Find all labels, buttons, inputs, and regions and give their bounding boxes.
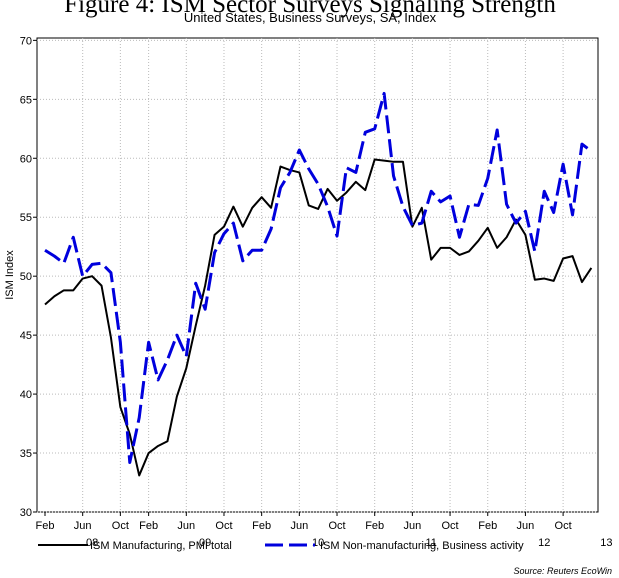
y-tick-label: 30 <box>20 507 32 519</box>
source: Source: Reuters EcoWin <box>514 566 612 576</box>
x-tick-label: Oct <box>215 520 232 532</box>
x-tick-label: Oct <box>441 520 458 532</box>
x-group-label: 12 <box>538 537 550 549</box>
x-tick-label: Feb <box>36 520 55 532</box>
y-tick-label: 60 <box>20 153 32 165</box>
chart-title: Figure 4: ISM Sector Surveys Signaling S… <box>64 0 556 18</box>
y-tick-label: 50 <box>20 271 32 283</box>
x-tick-label: Feb <box>478 520 497 532</box>
y-tick-label: 65 <box>20 94 32 106</box>
series-line <box>44 158 593 477</box>
x-tick-label: Jun <box>74 520 92 532</box>
x-tick-label: Jun <box>517 520 535 532</box>
x-group-label: 10 <box>312 537 324 549</box>
x-tick-label: Jun <box>290 520 308 532</box>
series-line <box>44 91 593 464</box>
chart-subtitle: United States, Business Surveys, SA, Ind… <box>184 10 437 25</box>
y-tick-label: 70 <box>20 35 32 47</box>
y-tick-label: 55 <box>20 212 32 224</box>
x-tick-label: Jun <box>404 520 422 532</box>
legend-label: ISM Manufacturing, PMI total <box>90 540 232 552</box>
legend-label: ISM Non-manufacturing, Business activity <box>320 540 524 552</box>
y-tick-label: 35 <box>20 448 32 460</box>
x-group-label: 09 <box>199 537 211 549</box>
x-group-label: 13 <box>600 537 612 549</box>
x-tick-label: Feb <box>139 520 158 532</box>
y-tick-label: 45 <box>20 330 32 342</box>
x-tick-label: Oct <box>112 520 129 532</box>
x-group-label: 11 <box>426 537 437 549</box>
y-axis-label: ISM Index <box>4 250 16 300</box>
x-tick-label: Oct <box>555 520 572 532</box>
x-tick-label: Oct <box>328 520 345 532</box>
x-group-label: 08 <box>86 537 98 549</box>
x-tick-label: Feb <box>365 520 384 532</box>
x-tick-label: Jun <box>177 520 195 532</box>
y-tick-label: 40 <box>20 389 32 401</box>
plot-area <box>36 37 599 513</box>
x-tick-label: Feb <box>252 520 271 532</box>
